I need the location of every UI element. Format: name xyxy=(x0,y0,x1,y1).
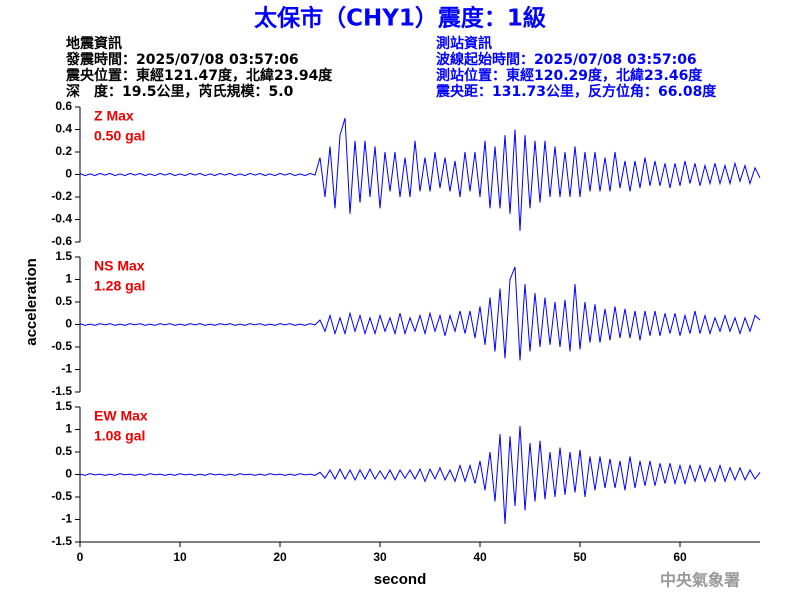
y-tick-label: 0 xyxy=(65,167,72,181)
waveform xyxy=(79,118,761,231)
panel-annotation: NS Max xyxy=(94,258,145,274)
y-tick-label: -1.5 xyxy=(51,384,72,398)
x-axis-label: second xyxy=(374,571,427,588)
y-tick-label: 0.5 xyxy=(55,444,72,458)
y-tick-label: -0.2 xyxy=(51,189,72,203)
footer: 中央氣象署 xyxy=(660,571,740,590)
panel-annotation: Z Max xyxy=(94,108,134,124)
y-tick-label: -1 xyxy=(61,512,72,526)
y-axis-label: acceleration xyxy=(23,258,40,346)
quake-info: 發震時間：2025/07/08 03:57:06 xyxy=(65,51,299,68)
station-info: 測站資訊 xyxy=(436,35,492,52)
station-info: 測站位置：東經120.29度，北緯23.46度 xyxy=(436,67,703,84)
x-tick-label: 10 xyxy=(173,550,187,564)
panel-annotation: 0.50 gal xyxy=(94,128,145,144)
x-tick-label: 40 xyxy=(473,550,487,564)
y-tick-label: -0.5 xyxy=(51,489,72,503)
y-tick-label: -0.6 xyxy=(51,234,72,248)
y-tick-label: 1.5 xyxy=(55,399,72,413)
y-tick-label: -0.4 xyxy=(51,212,72,226)
y-tick-label: 0 xyxy=(65,467,72,481)
y-tick-label: 1 xyxy=(65,272,72,286)
y-tick-label: 1 xyxy=(65,422,72,436)
y-tick-label: 0.2 xyxy=(55,144,72,158)
waveform xyxy=(79,425,761,525)
station-info: 波線起始時間：2025/07/08 03:57:06 xyxy=(436,51,697,68)
quake-info: 地震資訊 xyxy=(66,35,122,52)
y-tick-label: 0 xyxy=(65,317,72,331)
quake-info: 震央位置：東經121.47度，北緯23.94度 xyxy=(65,67,333,84)
panel-annotation: EW Max xyxy=(94,408,148,424)
y-tick-label: 0.5 xyxy=(55,294,72,308)
x-tick-label: 50 xyxy=(573,550,587,564)
panel-annotation: 1.08 gal xyxy=(94,428,145,444)
quake-info: 深 度：19.5公里，芮氏規模：5.0 xyxy=(66,83,294,100)
x-tick-label: 60 xyxy=(673,550,687,564)
y-tick-label: 0.6 xyxy=(55,99,72,113)
waveform xyxy=(79,266,761,361)
y-tick-label: -0.5 xyxy=(51,339,72,353)
station-info: 震央距：131.73公里，反方位角：66.08度 xyxy=(435,83,717,100)
y-tick-label: 1.5 xyxy=(55,249,72,263)
panel-annotation: 1.28 gal xyxy=(94,278,145,294)
y-tick-label: -1 xyxy=(61,362,72,376)
y-tick-label: -1.5 xyxy=(51,534,72,548)
y-tick-label: 0.4 xyxy=(55,122,72,136)
x-tick-label: 30 xyxy=(373,550,387,564)
chart-title: 太保市（CHY1）震度：1級 xyxy=(254,5,546,32)
x-tick-label: 0 xyxy=(77,550,84,564)
x-tick-label: 20 xyxy=(273,550,287,564)
